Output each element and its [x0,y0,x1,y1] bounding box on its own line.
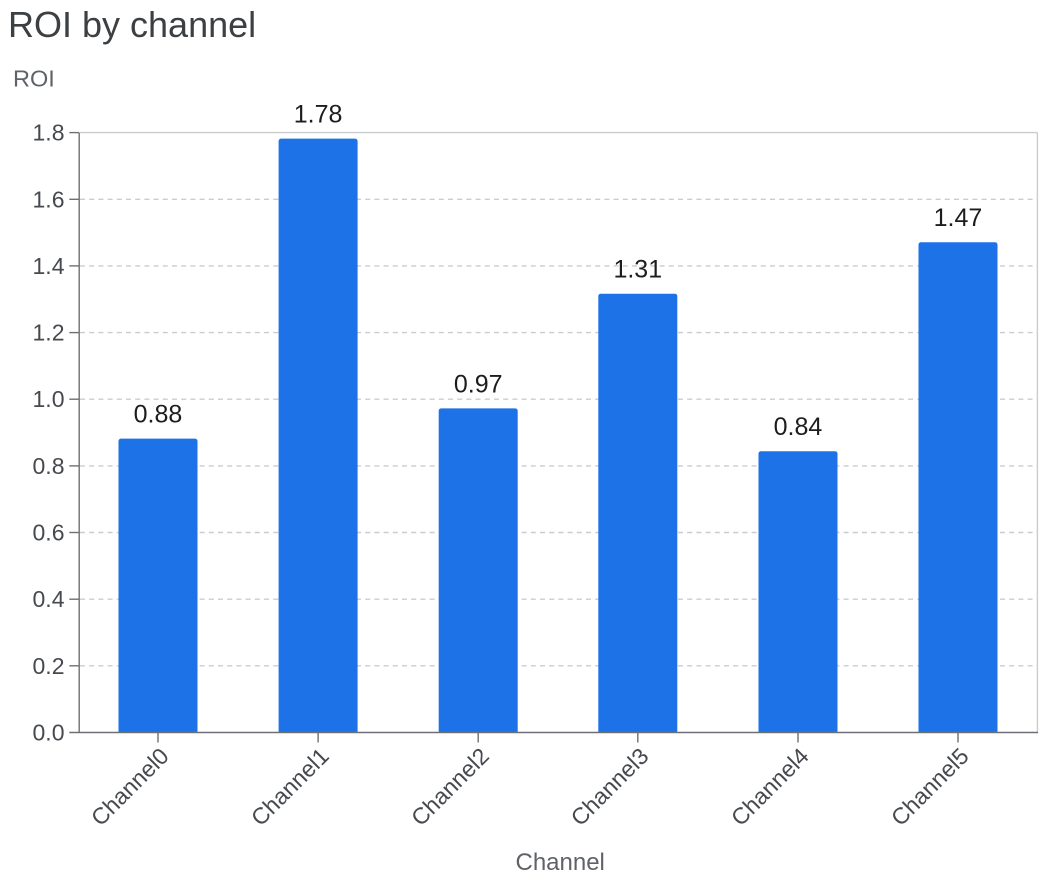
svg-text:Channel3: Channel3 [566,743,654,831]
svg-text:ROI by channel: ROI by channel [8,4,256,45]
svg-text:0.4: 0.4 [33,586,65,612]
svg-text:0.97: 0.97 [454,370,503,398]
svg-text:0.2: 0.2 [33,653,65,679]
svg-text:Channel2: Channel2 [406,743,494,831]
svg-text:0.88: 0.88 [134,401,183,429]
svg-text:0.84: 0.84 [774,413,823,441]
svg-text:1.4: 1.4 [33,253,65,279]
svg-text:Channel4: Channel4 [726,743,814,831]
svg-text:1.31: 1.31 [613,256,662,284]
svg-text:1.78: 1.78 [294,101,343,129]
svg-text:1.2: 1.2 [33,320,65,346]
svg-text:Channel0: Channel0 [86,743,174,831]
svg-text:0.8: 0.8 [33,453,65,479]
svg-text:1.6: 1.6 [33,186,65,212]
svg-text:Channel1: Channel1 [246,743,334,831]
svg-text:0.0: 0.0 [33,720,65,746]
svg-text:Channel5: Channel5 [886,743,974,831]
svg-text:Channel: Channel [515,849,604,876]
svg-text:ROI: ROI [13,66,55,92]
svg-text:1.8: 1.8 [33,120,65,146]
svg-text:0.6: 0.6 [33,520,65,546]
svg-text:1.0: 1.0 [33,386,65,412]
svg-text:1.47: 1.47 [934,204,983,232]
